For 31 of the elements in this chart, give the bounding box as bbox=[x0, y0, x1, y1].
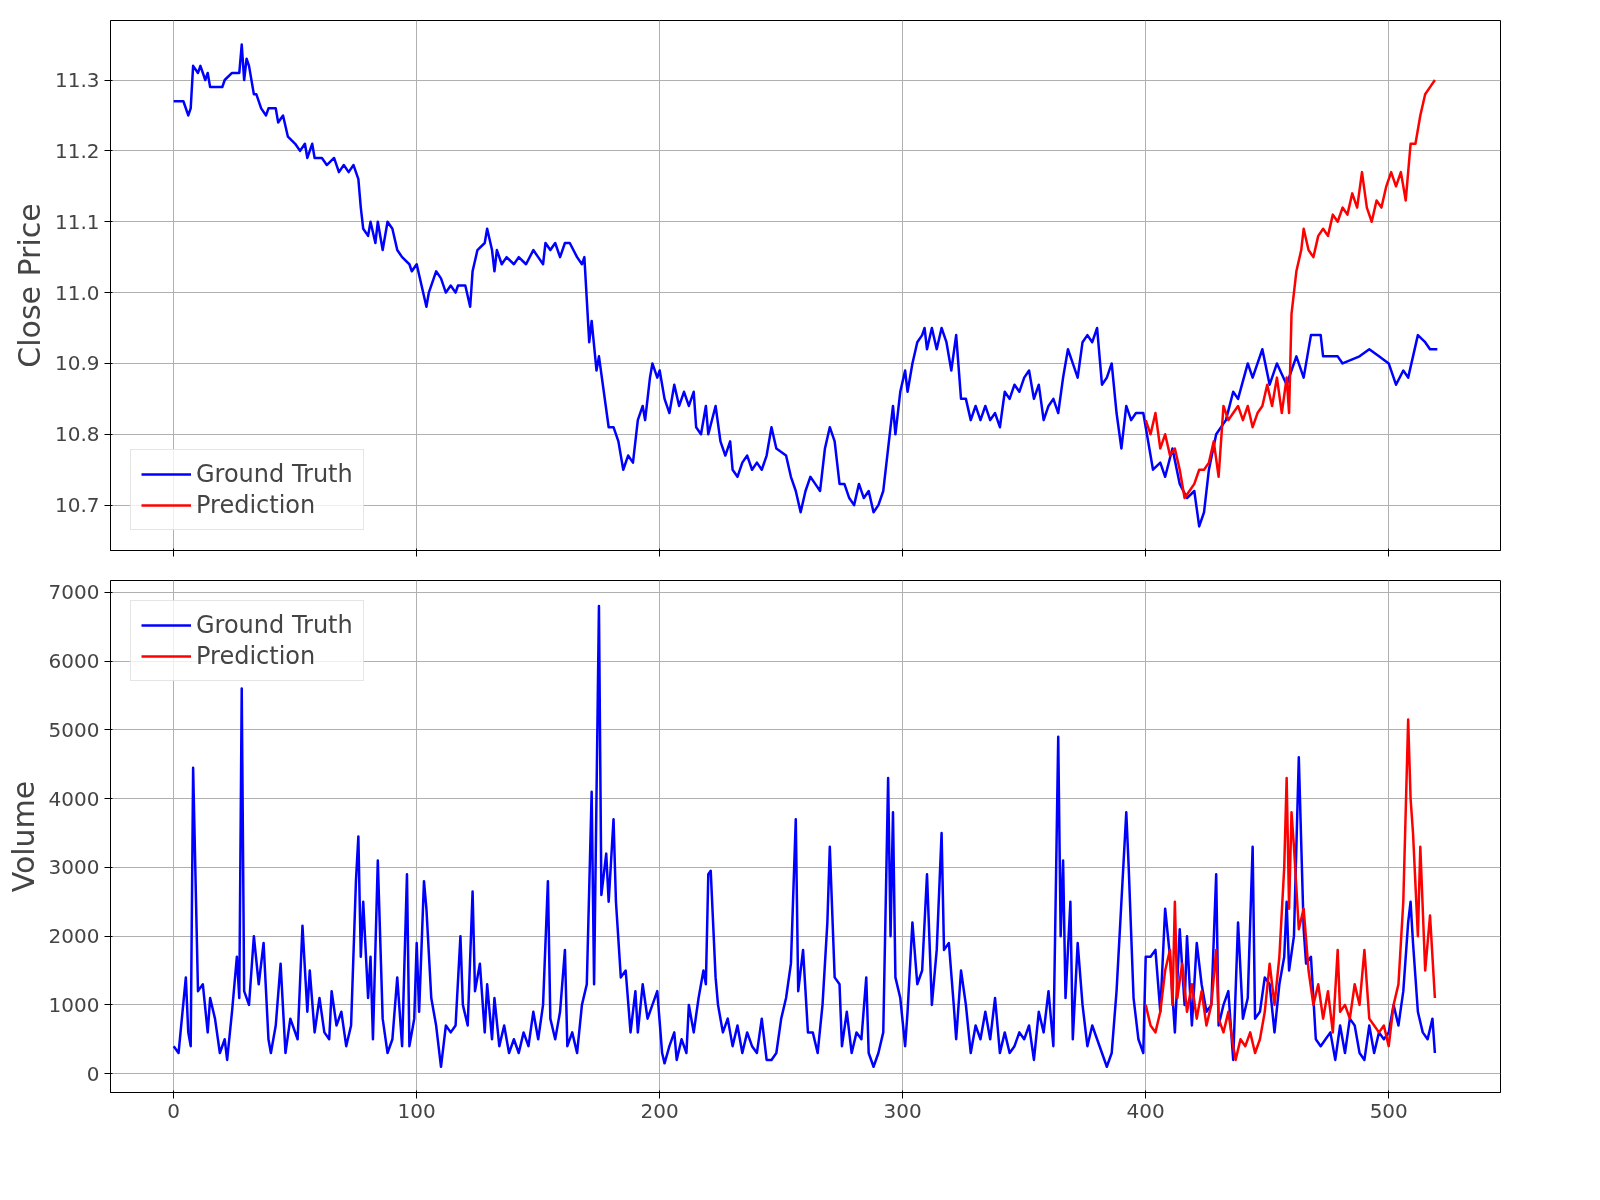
y-tick-label: 1000 bbox=[48, 992, 100, 1017]
y-tick-label: 5000 bbox=[48, 717, 100, 742]
line-series bbox=[172, 604, 1437, 1069]
x-tick-label: 200 bbox=[640, 1098, 679, 1123]
legend-label: Ground Truth bbox=[196, 611, 353, 639]
y-tick-label: 11.0 bbox=[54, 280, 100, 305]
legend-label: Prediction bbox=[196, 642, 316, 670]
legend-label: Ground Truth bbox=[196, 460, 353, 488]
legend-label: Prediction bbox=[196, 491, 316, 519]
y-tick-label: 11.2 bbox=[54, 138, 100, 163]
y-tick-label: 10.8 bbox=[54, 422, 100, 447]
y-tick-label: 10.7 bbox=[54, 493, 100, 518]
y-tick-label: 11.3 bbox=[54, 68, 100, 93]
y-axis-title: Close Price bbox=[11, 203, 47, 368]
line-series bbox=[172, 43, 1439, 528]
y-axis-title: Volume bbox=[5, 780, 41, 893]
line-series bbox=[1144, 78, 1437, 500]
y-tick-label: 0 bbox=[86, 1061, 100, 1086]
y-tick-label: 3000 bbox=[48, 855, 100, 880]
y-tick-label: 6000 bbox=[48, 649, 100, 674]
x-tick-label: 500 bbox=[1369, 1098, 1408, 1123]
line-series bbox=[1144, 718, 1437, 1062]
x-tick-label: 300 bbox=[883, 1098, 922, 1123]
y-tick-label: 2000 bbox=[48, 924, 100, 949]
x-tick-label: 400 bbox=[1126, 1098, 1165, 1123]
x-tick-label: 100 bbox=[397, 1098, 436, 1123]
y-tick-label: 4000 bbox=[48, 786, 100, 811]
y-tick-label: 11.1 bbox=[54, 209, 100, 234]
x-tick-label: 0 bbox=[167, 1098, 181, 1123]
y-tick-label: 7000 bbox=[48, 580, 100, 605]
y-tick-label: 10.9 bbox=[54, 351, 100, 376]
